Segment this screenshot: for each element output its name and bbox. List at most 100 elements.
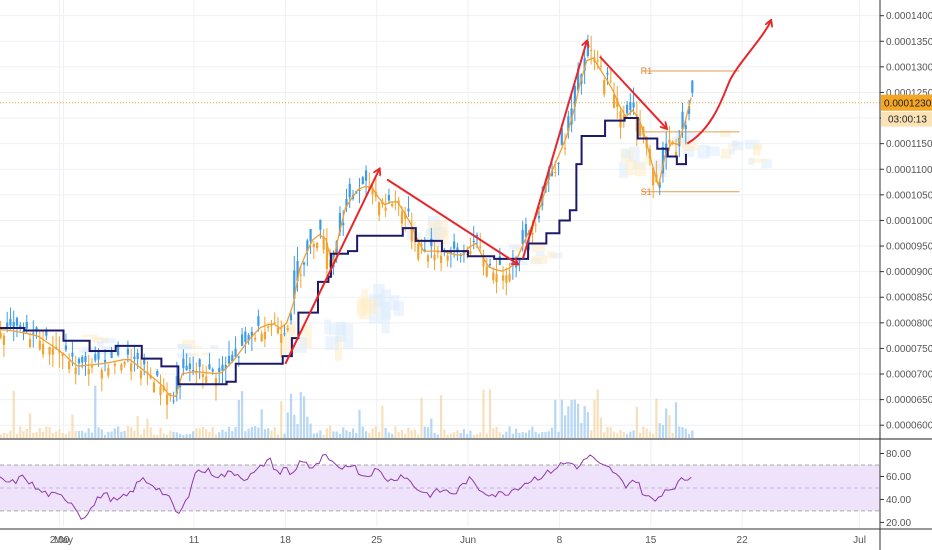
volume-bar bbox=[319, 430, 322, 438]
time-tick-label: May bbox=[54, 535, 73, 546]
volume-bar bbox=[169, 430, 172, 438]
candle-body bbox=[453, 241, 456, 249]
candle-body bbox=[573, 85, 576, 107]
volume-bar bbox=[466, 434, 469, 438]
candle-body bbox=[257, 316, 260, 326]
price-tick-label: 0.0000700 bbox=[886, 370, 932, 381]
volume-bar bbox=[687, 433, 691, 438]
candle-body bbox=[260, 333, 263, 342]
indicator-lines bbox=[0, 57, 692, 398]
candle-body bbox=[263, 331, 267, 340]
volume-bar bbox=[6, 433, 9, 438]
volume-bar bbox=[570, 400, 573, 438]
volume-bar bbox=[619, 429, 622, 438]
volume-bar bbox=[691, 430, 694, 438]
volume-bar bbox=[25, 428, 28, 438]
candle-body bbox=[599, 65, 603, 67]
volume-bar bbox=[195, 428, 198, 438]
volume-bar bbox=[547, 431, 550, 438]
volume-bar bbox=[361, 426, 364, 438]
volume-bar bbox=[580, 423, 583, 438]
candle-body bbox=[81, 357, 84, 363]
candle-body bbox=[316, 242, 319, 249]
candle-body bbox=[87, 368, 90, 375]
candle-body bbox=[469, 251, 472, 255]
candle-body bbox=[185, 365, 188, 371]
volume-bar bbox=[159, 427, 162, 438]
volume-bar bbox=[12, 390, 15, 438]
volume-bar bbox=[642, 426, 645, 438]
volume-bar bbox=[586, 412, 590, 438]
candle-body bbox=[518, 260, 521, 262]
candle-body bbox=[32, 332, 35, 334]
candle-body bbox=[302, 262, 306, 265]
volume-bar bbox=[387, 432, 390, 438]
volume-bar bbox=[355, 432, 358, 438]
volume-bar bbox=[453, 432, 456, 438]
candle-body bbox=[77, 358, 81, 364]
volume-bar bbox=[541, 432, 544, 438]
cloud-patch bbox=[91, 336, 104, 341]
volume-bar bbox=[645, 428, 648, 438]
volume-bar bbox=[68, 431, 71, 438]
volume-bar bbox=[322, 434, 325, 438]
volume-bar bbox=[505, 431, 508, 438]
volume-bar bbox=[511, 433, 514, 438]
pivot-label: R1 bbox=[641, 66, 653, 76]
candle-body bbox=[358, 190, 361, 192]
volume-bar bbox=[397, 431, 400, 438]
cloud-patch bbox=[324, 319, 332, 335]
cloud-patch bbox=[101, 338, 117, 344]
candle-body bbox=[280, 334, 283, 343]
cloud-patch bbox=[531, 242, 546, 252]
cloud-patch bbox=[619, 162, 628, 178]
volume-bar bbox=[492, 428, 495, 438]
volume-bar bbox=[227, 426, 231, 438]
candle-body bbox=[188, 363, 191, 370]
cloud-patch bbox=[622, 148, 631, 159]
cloud-patch bbox=[96, 341, 104, 347]
candle-body bbox=[270, 324, 273, 327]
volume-bar bbox=[368, 433, 371, 438]
volume-bar bbox=[674, 402, 678, 438]
volume-bar bbox=[420, 397, 423, 438]
candle-body bbox=[508, 273, 511, 281]
volume-bar bbox=[459, 433, 462, 438]
cloud-patch bbox=[749, 158, 765, 163]
volume-bar bbox=[38, 428, 41, 438]
candle-body bbox=[557, 163, 560, 165]
candle-body bbox=[221, 364, 224, 371]
price-tick-label: 0.0001350 bbox=[886, 37, 932, 48]
volume-bar bbox=[563, 415, 567, 438]
volume-bar bbox=[41, 431, 45, 438]
candle-body bbox=[51, 348, 54, 355]
candle-body bbox=[25, 321, 28, 329]
volume-bar bbox=[22, 431, 25, 438]
volume-bar bbox=[534, 431, 537, 438]
candle-body bbox=[126, 348, 129, 355]
volume-bar bbox=[338, 433, 342, 438]
volume-bar bbox=[612, 431, 616, 438]
candle-body bbox=[391, 204, 394, 206]
candle-body bbox=[665, 143, 668, 158]
volume-bar bbox=[348, 431, 351, 438]
volume-bar bbox=[188, 434, 191, 438]
volume-bar bbox=[456, 430, 459, 438]
price-tick-label: 0.0001150 bbox=[886, 139, 932, 150]
volume-bar bbox=[629, 431, 632, 438]
candle-body bbox=[97, 351, 100, 360]
candle-body bbox=[198, 359, 201, 367]
cloud-patch bbox=[744, 139, 760, 150]
candle-body bbox=[237, 356, 240, 358]
candle-body bbox=[668, 139, 671, 144]
candle-body bbox=[586, 41, 590, 56]
candle-body bbox=[309, 229, 312, 242]
rsi-pane bbox=[0, 438, 932, 520]
candle-body bbox=[61, 352, 64, 356]
candle-body bbox=[439, 255, 443, 264]
volume-bar bbox=[436, 434, 439, 438]
volume-bar bbox=[430, 418, 433, 438]
rsi-band bbox=[0, 464, 880, 511]
time-tick-label: 18 bbox=[280, 535, 292, 546]
